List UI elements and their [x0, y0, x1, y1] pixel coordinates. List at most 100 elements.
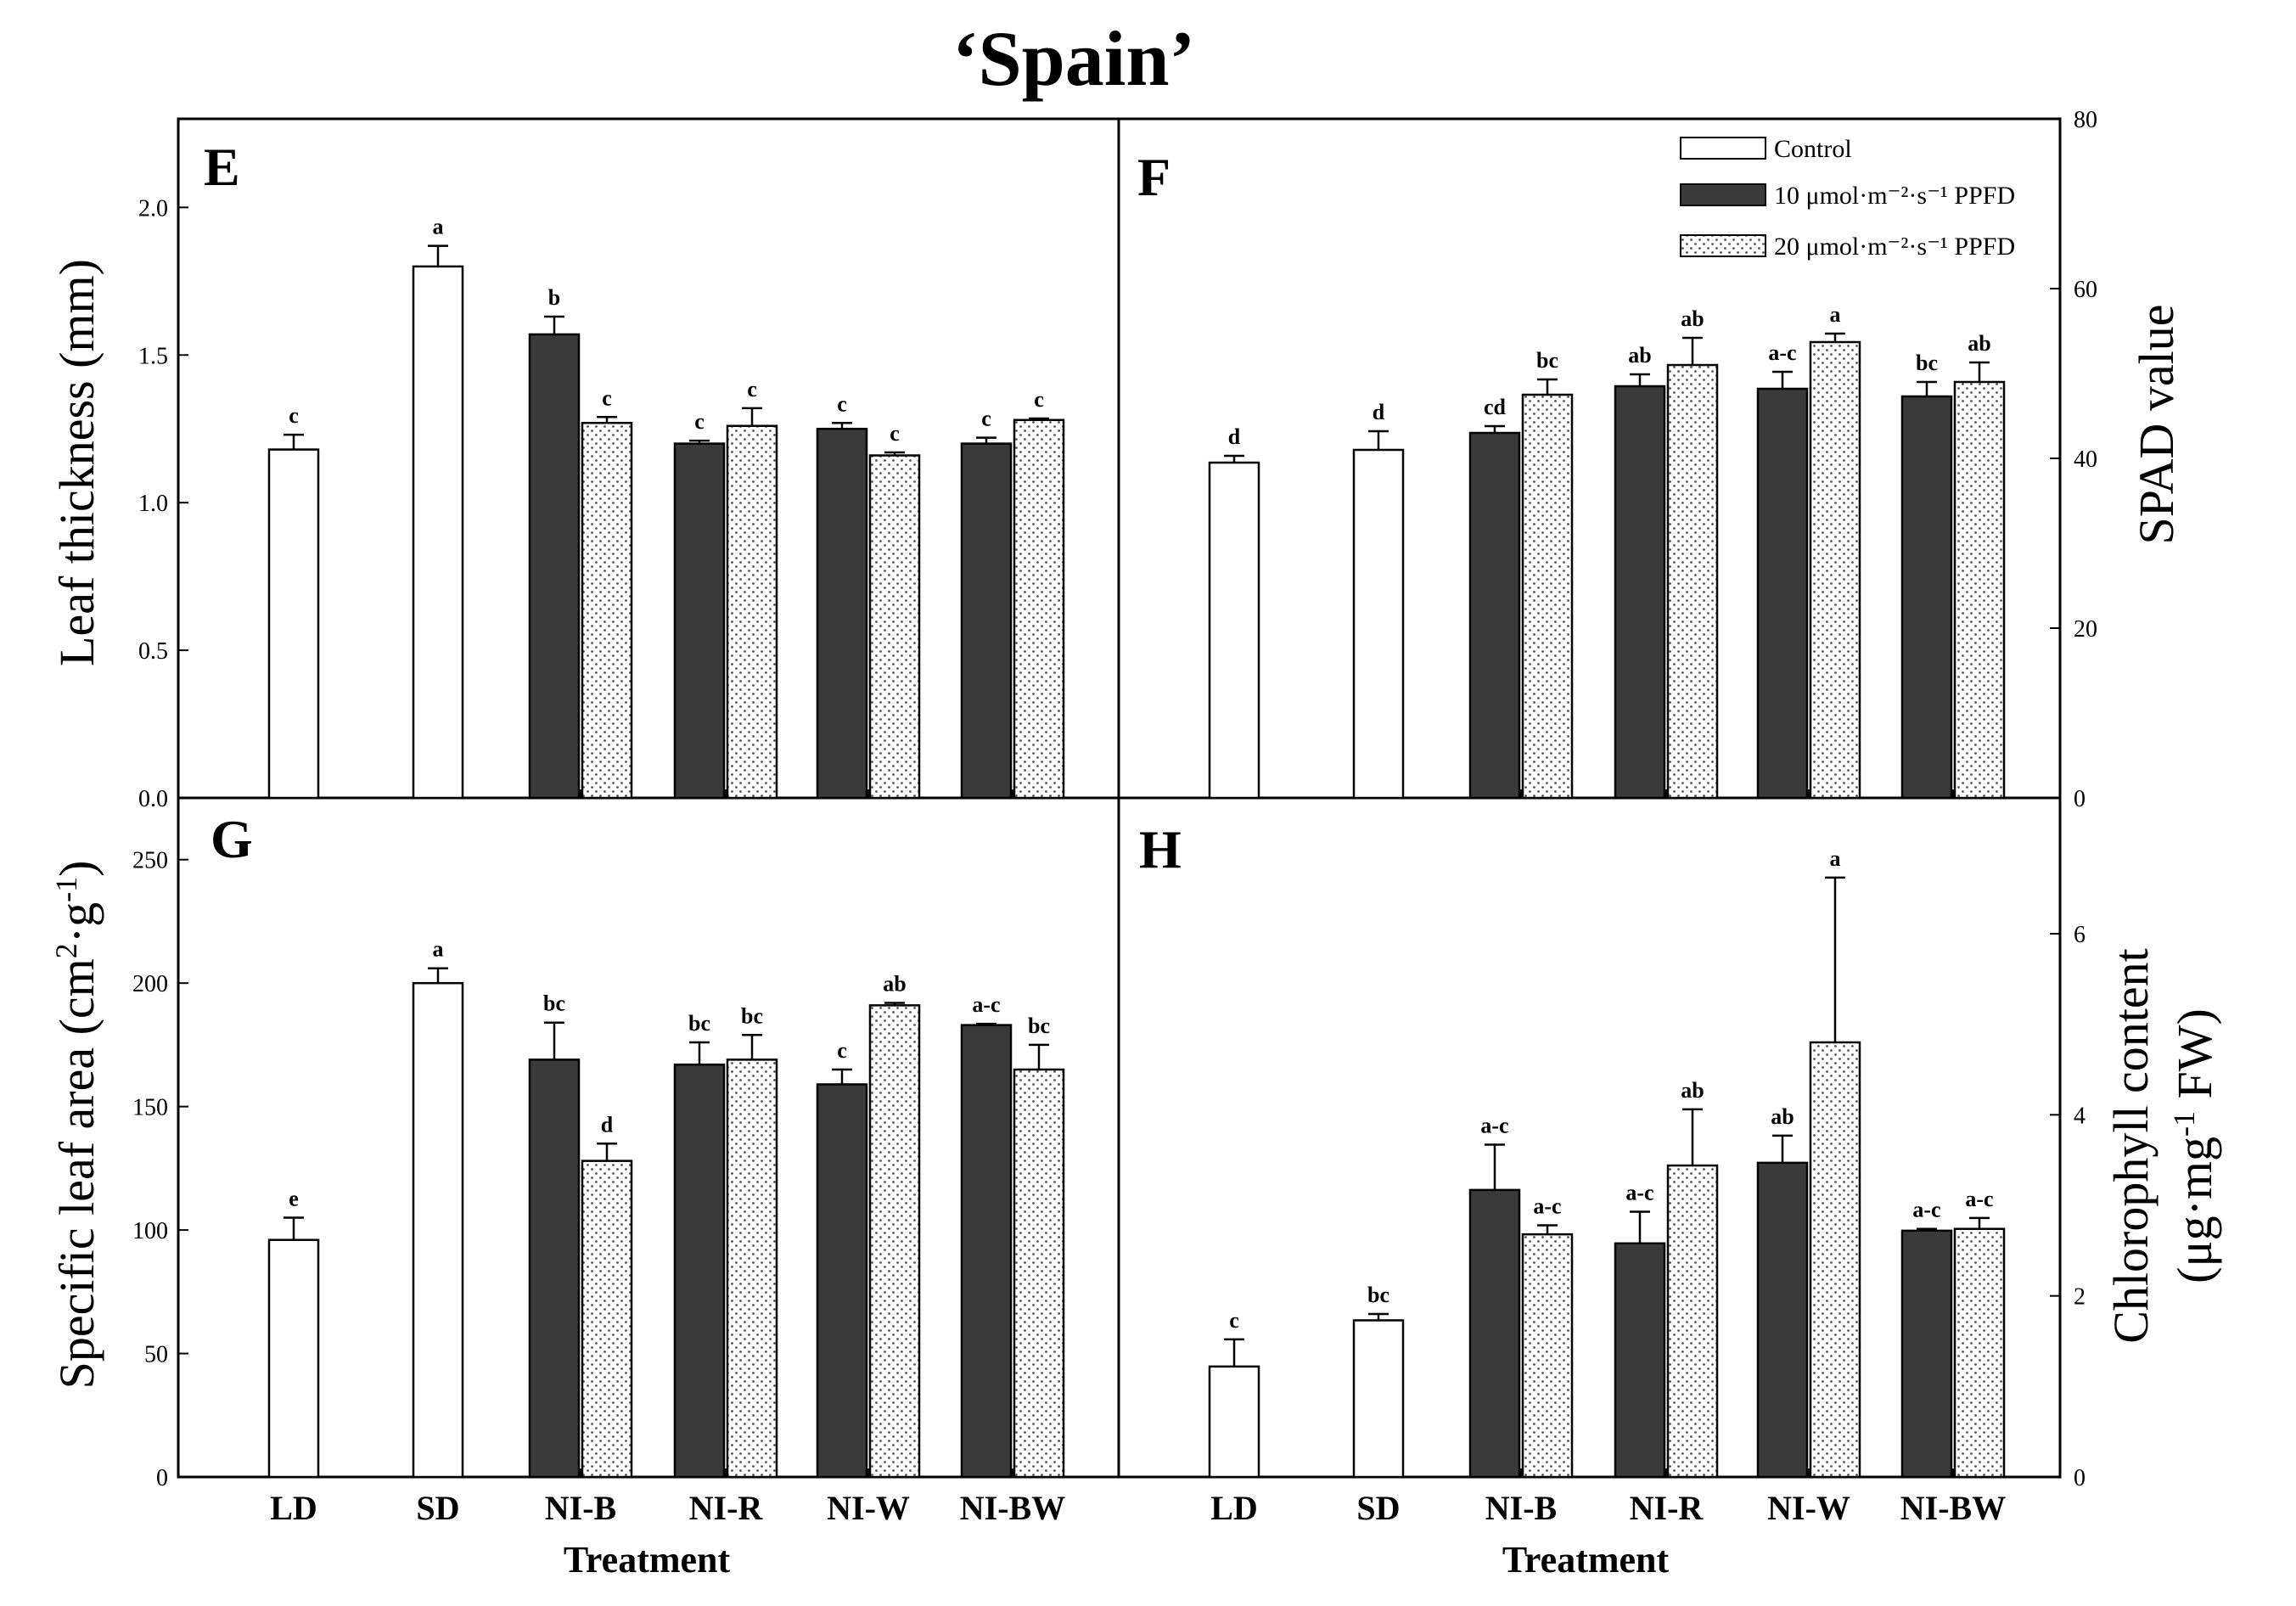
ylabel-spad: SPAD value: [2129, 304, 2184, 544]
bar-e-ni-r-10: [673, 442, 726, 800]
significance-letter: c: [694, 409, 705, 434]
bar-g-ni-r-10: [673, 1063, 726, 1479]
legend-label-control: Control: [1774, 135, 1852, 163]
significance-letter: c: [747, 377, 757, 402]
bar-e-sd-control: [412, 265, 464, 800]
significance-letter: a-c: [1768, 340, 1796, 365]
bar-f-ni-r-10: [1614, 385, 1666, 800]
significance-letter: ab: [1681, 306, 1704, 331]
bar-f-ni-w-20: [1809, 340, 1861, 800]
bar-h-ni-w-10: [1756, 1161, 1809, 1479]
bar-e-ni-b-10: [528, 333, 581, 800]
panel-label-f: F: [1137, 147, 1170, 207]
significance-letter: ab: [1628, 343, 1651, 368]
bar-g-ni-w-20: [868, 1004, 921, 1479]
legend-swatch-control: [1680, 137, 1766, 160]
category-labels-left: LD SD NI-B NI-R NI-W NI-BW: [270, 1489, 1065, 1527]
bar-h-ld-control: [1208, 1365, 1260, 1479]
significance-letter: b: [548, 285, 560, 310]
legend: Control 10 μmol·m⁻²·s⁻¹ PPFD 20 μmol·m⁻²…: [1680, 135, 2015, 261]
ytick-label: 100: [132, 1218, 168, 1244]
category-label: NI-R: [689, 1489, 764, 1527]
bar-h-ni-bw-20: [1953, 1227, 2006, 1479]
ytick-label: 60: [2074, 277, 2097, 303]
significance-letter: bc: [688, 1011, 710, 1036]
bar-h-ni-r-10: [1614, 1242, 1666, 1479]
bar-h-sd-control: [1352, 1319, 1405, 1479]
ylabel-chlorophyll: Chlorophyll content (μg·mg-1 FW): [2103, 948, 2222, 1344]
significance-letter: ab: [1968, 331, 1990, 356]
ytick-label: 20: [2074, 616, 2097, 643]
ytick-label: 6: [2074, 922, 2085, 948]
significance-letter: c: [1229, 1308, 1239, 1333]
bar-f-ni-r-20: [1666, 363, 1719, 800]
legend-swatch-20: [1680, 234, 1766, 257]
category-label: NI-W: [1767, 1489, 1850, 1527]
significance-letter: ab: [1771, 1104, 1794, 1129]
bar-f-ni-bw-10: [1900, 395, 1953, 800]
bar-g-ni-b-20: [581, 1160, 633, 1479]
significance-letter: c: [289, 403, 299, 428]
category-label: SD: [416, 1489, 459, 1527]
bar-g-ni-bw-20: [1013, 1068, 1065, 1479]
significance-letter: bc: [543, 991, 565, 1016]
bar-f-ld-control: [1208, 461, 1260, 800]
significance-letter: ab: [883, 971, 906, 996]
significance-letter: a-c: [1965, 1187, 1993, 1211]
bar-g-ni-w-10: [816, 1083, 868, 1479]
ytick-label: 0: [156, 1465, 168, 1491]
figure-title: ‘Spain’: [952, 15, 1195, 102]
significance-letter: a: [433, 937, 444, 962]
ytick-label: 0.5: [138, 638, 168, 665]
bar-f-sd-control: [1352, 448, 1405, 800]
panel-label-e: E: [204, 137, 240, 197]
category-label: NI-B: [545, 1489, 616, 1527]
significance-letter: a-c: [1912, 1198, 1940, 1222]
bar-e-ni-w-10: [816, 427, 868, 800]
bar-e-ni-bw-20: [1013, 418, 1065, 800]
significance-letter: ab: [1681, 1078, 1704, 1103]
significance-letter: a: [433, 215, 444, 239]
significance-letter: c: [981, 407, 991, 431]
category-label: NI-R: [1630, 1489, 1704, 1527]
category-labels-right: LD SD NI-B NI-R NI-W NI-BW: [1210, 1489, 2006, 1527]
significance-letter: cd: [1484, 395, 1507, 419]
legend-swatch-10: [1680, 183, 1766, 206]
bar-e-ni-r-20: [726, 424, 778, 800]
bar-e-ni-b-20: [581, 422, 633, 800]
ytick-label: 200: [132, 971, 168, 997]
ytick-label: 2: [2074, 1284, 2085, 1311]
bar-e-ni-w-20: [868, 454, 921, 800]
panel-label-g: G: [211, 809, 253, 869]
bar-g-ni-b-10: [528, 1058, 581, 1479]
ytick-label: 1.5: [138, 343, 168, 369]
category-label: SD: [1356, 1489, 1400, 1527]
ytick-label: 0.0: [138, 786, 168, 812]
bar-h-ni-w-20: [1809, 1041, 1861, 1479]
ytick-label: 0: [2074, 1465, 2085, 1491]
ytick-label: 50: [144, 1342, 168, 1368]
bar-g-ld-control: [267, 1238, 320, 1479]
bar-h-ni-b-10: [1468, 1188, 1521, 1479]
bar-f-ni-b-10: [1468, 431, 1521, 800]
bar-g-ni-r-20: [726, 1058, 778, 1479]
category-label: NI-B: [1485, 1489, 1557, 1527]
significance-letter: c: [837, 1038, 847, 1063]
bar-f-ni-bw-20: [1953, 380, 2006, 800]
category-label: NI-BW: [960, 1489, 1065, 1527]
ytick-label: 4: [2074, 1103, 2085, 1129]
significance-letter: a: [1830, 846, 1841, 871]
significance-letter: bc: [1028, 1014, 1050, 1038]
bar-h-ni-r-20: [1666, 1164, 1719, 1479]
bar-f-ni-b-20: [1521, 393, 1574, 800]
axes-ticks: 0.0 0.5 1.0 1.5 2.0 0 20 40 60 80 0 50 100 150 200 250 0…: [132, 107, 2097, 1491]
ytick-label: 2.0: [138, 195, 168, 222]
ytick-label: 250: [132, 848, 168, 874]
bar-g-sd-control: [412, 981, 464, 1479]
significance-letter: bc: [1536, 348, 1558, 373]
significance-letter: d: [1228, 424, 1241, 449]
significance-letter: c: [837, 391, 847, 416]
significance-letter: a-c: [1533, 1193, 1561, 1218]
bar-h-ni-bw-10: [1900, 1229, 1953, 1479]
